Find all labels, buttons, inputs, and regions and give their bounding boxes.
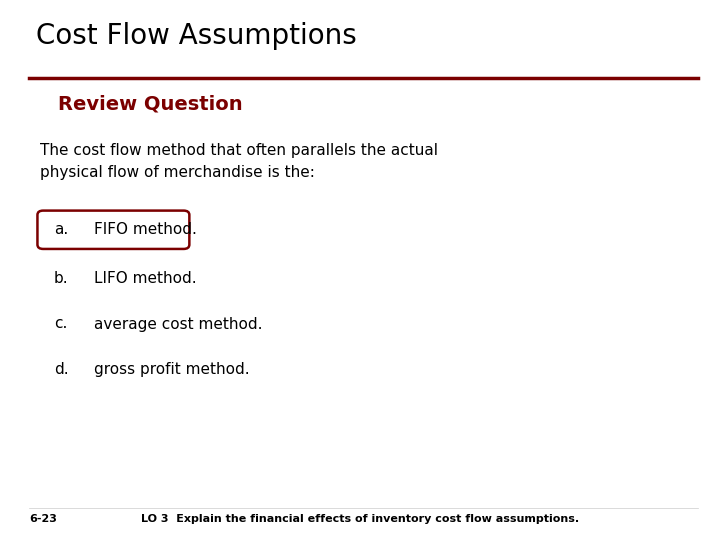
Text: LIFO method.: LIFO method. <box>94 271 197 286</box>
FancyBboxPatch shape <box>37 211 189 249</box>
Text: LO 3  Explain the financial effects of inventory cost flow assumptions.: LO 3 Explain the financial effects of in… <box>141 515 579 524</box>
Text: a.: a. <box>54 222 68 237</box>
Text: average cost method.: average cost method. <box>94 316 262 332</box>
Text: d.: d. <box>54 362 68 377</box>
Text: gross profit method.: gross profit method. <box>94 362 249 377</box>
Text: Cost Flow Assumptions: Cost Flow Assumptions <box>36 22 356 50</box>
Text: Review Question: Review Question <box>58 94 242 113</box>
Text: 6-23: 6-23 <box>29 515 57 524</box>
Text: c.: c. <box>54 316 68 332</box>
Text: b.: b. <box>54 271 68 286</box>
Text: FIFO method.: FIFO method. <box>94 222 197 237</box>
Text: The cost flow method that often parallels the actual
physical flow of merchandis: The cost flow method that often parallel… <box>40 143 438 180</box>
